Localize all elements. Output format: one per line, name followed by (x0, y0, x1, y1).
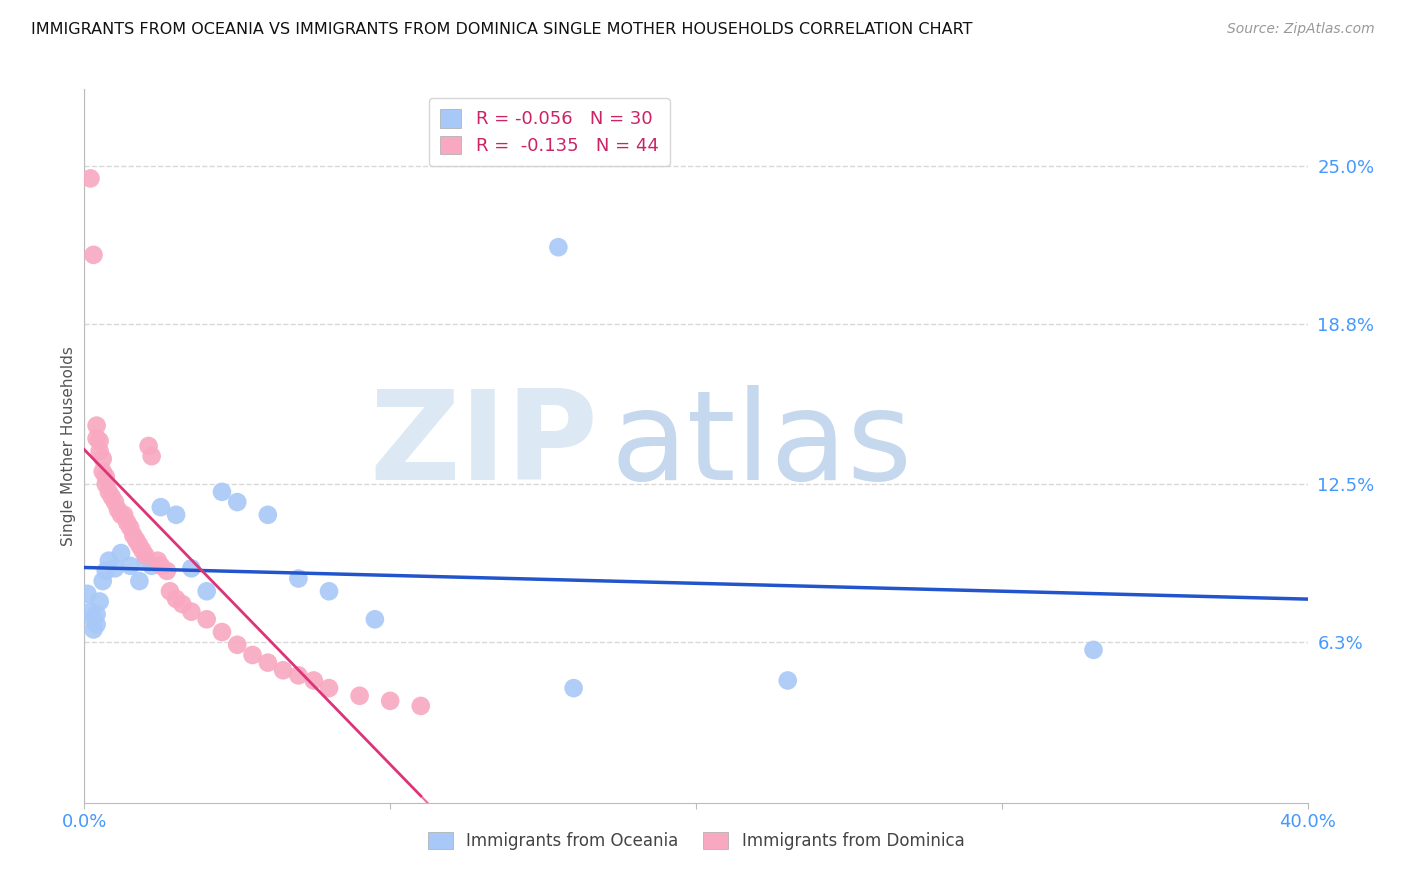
Point (146, 554, 169, 568)
Point (141, 449, 163, 463)
Text: ZIP: ZIP (370, 385, 598, 507)
Point (226, 495, 249, 509)
Point (364, 612, 387, 626)
Point (195, 584, 218, 599)
Y-axis label: Single Mother Households: Single Mother Households (60, 346, 76, 546)
Point (226, 638, 249, 652)
Point (79, 171, 101, 186)
Point (120, 520, 142, 534)
Point (83, 248, 105, 262)
Point (86, 617, 108, 632)
Point (112, 508, 135, 522)
Point (271, 663, 294, 677)
Point (302, 673, 325, 688)
Point (135, 549, 157, 563)
Point (242, 648, 264, 662)
Point (131, 543, 153, 558)
Point (89, 444, 111, 458)
Point (257, 508, 280, 522)
Point (159, 584, 181, 599)
Point (128, 574, 150, 588)
Point (172, 597, 194, 611)
Point (138, 439, 160, 453)
Point (318, 681, 340, 695)
Point (76, 587, 98, 601)
Point (349, 689, 371, 703)
Point (94, 469, 117, 483)
Point (79, 605, 101, 619)
Point (149, 500, 172, 515)
Point (89, 434, 111, 448)
Point (97, 554, 120, 568)
Point (91, 465, 114, 479)
Point (165, 508, 187, 522)
Point (110, 508, 132, 522)
Point (180, 561, 202, 575)
Point (91, 451, 114, 466)
Text: atlas: atlas (610, 385, 912, 507)
Point (287, 668, 309, 682)
Point (211, 625, 233, 640)
Point (115, 516, 138, 530)
Point (211, 484, 233, 499)
Point (86, 431, 108, 445)
Point (104, 561, 127, 575)
Point (97, 484, 120, 499)
Point (562, 681, 585, 695)
Point (83, 612, 105, 626)
Point (91, 574, 114, 588)
Point (195, 612, 218, 626)
Point (547, 240, 569, 254)
Point (776, 673, 799, 688)
Point (156, 564, 179, 578)
Point (149, 558, 172, 573)
Point (122, 528, 145, 542)
Legend: Immigrants from Oceania, Immigrants from Dominica: Immigrants from Oceania, Immigrants from… (419, 824, 973, 859)
Point (86, 418, 108, 433)
Point (257, 656, 280, 670)
Point (135, 554, 157, 568)
Point (165, 591, 187, 606)
Point (107, 502, 129, 516)
Text: IMMIGRANTS FROM OCEANIA VS IMMIGRANTS FROM DOMINICA SINGLE MOTHER HOUSEHOLDS COR: IMMIGRANTS FROM OCEANIA VS IMMIGRANTS FR… (31, 22, 973, 37)
Point (128, 538, 150, 552)
Point (94, 564, 117, 578)
Point (141, 558, 163, 573)
Point (104, 495, 127, 509)
Point (180, 605, 202, 619)
Point (380, 694, 402, 708)
Point (89, 594, 111, 608)
Point (94, 477, 117, 491)
Point (125, 533, 148, 548)
Text: Source: ZipAtlas.com: Source: ZipAtlas.com (1227, 22, 1375, 37)
Point (318, 584, 340, 599)
Point (110, 546, 132, 560)
Point (1083, 643, 1105, 657)
Point (83, 623, 105, 637)
Point (120, 558, 142, 573)
Point (287, 572, 309, 586)
Point (86, 607, 108, 622)
Point (101, 490, 124, 504)
Point (409, 698, 432, 713)
